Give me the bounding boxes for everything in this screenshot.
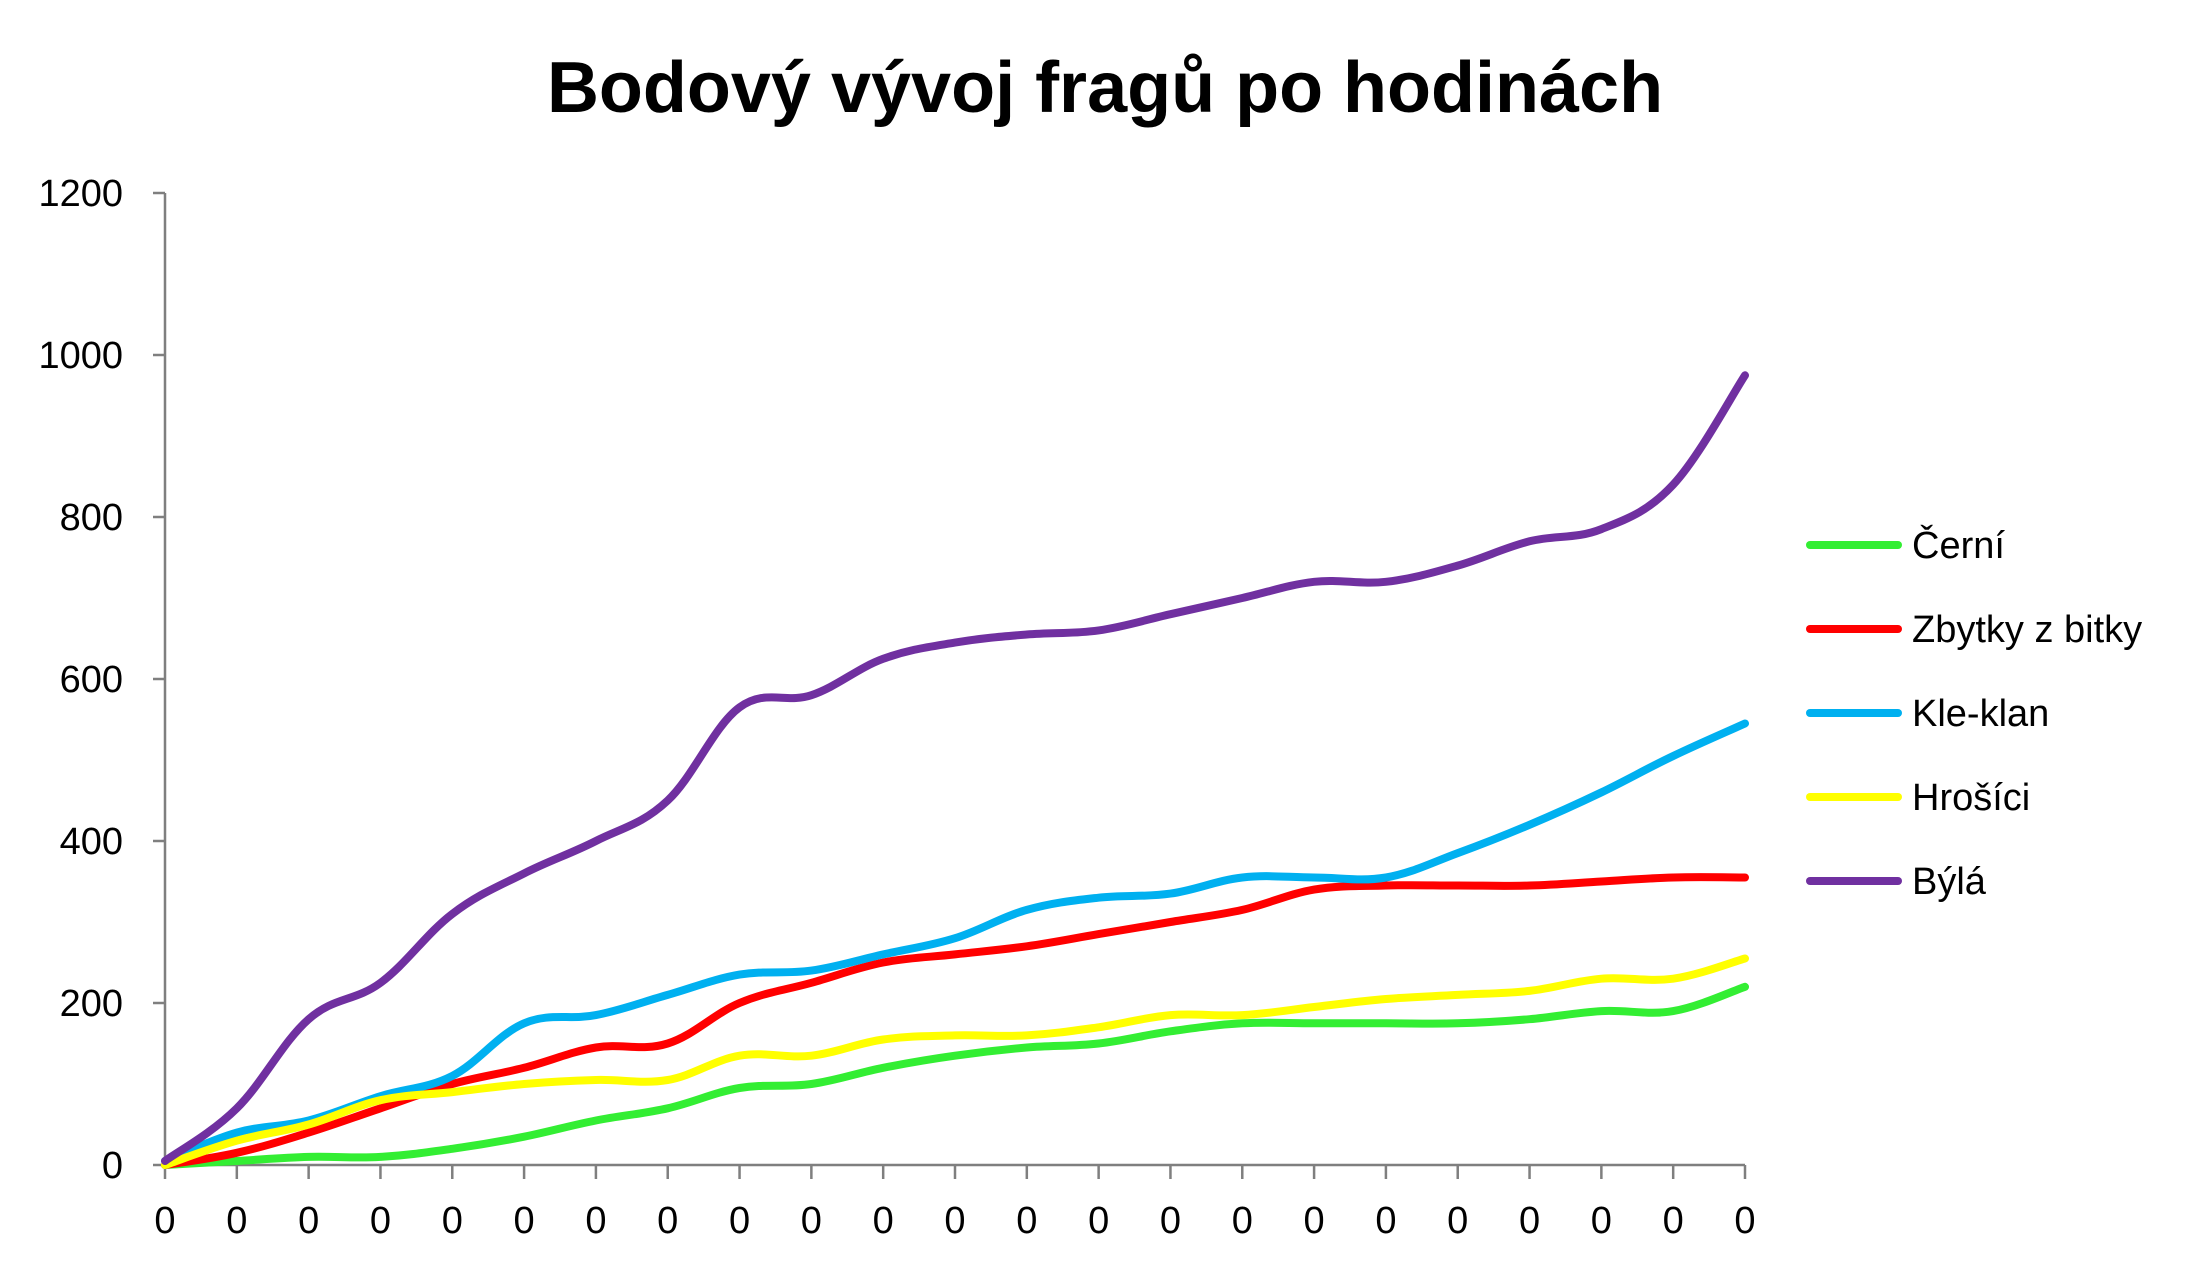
y-axis-ticks: 0 200 400 600 800 1000 1200 (38, 173, 165, 1187)
x-tick-label: 0 (1375, 1200, 1396, 1242)
x-tick-label: 0 (1304, 1200, 1325, 1242)
y-tick-label: 1200 (38, 173, 123, 215)
x-tick-label: 0 (1591, 1200, 1612, 1242)
x-tick-label: 0 (1088, 1200, 1109, 1242)
x-tick-label: 0 (873, 1200, 894, 1242)
x-tick-label: 0 (1734, 1200, 1755, 1242)
x-tick-label: 0 (442, 1200, 463, 1242)
series-line-4 (161, 371, 1749, 1165)
legend-label: Kle-klan (1912, 693, 2049, 735)
series-line-3 (161, 954, 1749, 1169)
series-line-0 (161, 982, 1749, 1169)
x-tick-label: 0 (1016, 1200, 1037, 1242)
x-tick-label: 0 (1232, 1200, 1253, 1242)
y-tick-label: 400 (60, 821, 123, 863)
legend-label: Hrošíci (1912, 777, 2030, 819)
x-tick-label: 0 (1160, 1200, 1181, 1242)
y-tick-label: 800 (60, 497, 123, 539)
x-tick-label: 0 (1519, 1200, 1540, 1242)
x-axis-ticks: 0 0 0 0 0 0 0 0 0 0 0 0 0 0 0 0 0 0 0 0 0 0 0 (154, 1165, 1756, 1242)
plot-area (161, 371, 1749, 1169)
y-tick-label: 200 (60, 983, 123, 1025)
x-tick-label: 0 (298, 1200, 319, 1242)
x-tick-label: 0 (370, 1200, 391, 1242)
series-line-2 (161, 719, 1749, 1165)
x-tick-label: 0 (944, 1200, 965, 1242)
x-tick-label: 0 (514, 1200, 535, 1242)
y-tick-label: 0 (102, 1145, 123, 1187)
legend-label: Černí (1912, 523, 2005, 567)
x-tick-label: 0 (585, 1200, 606, 1242)
chart-title: Bodový vývoj fragů po hodinách (547, 48, 1663, 128)
legend-label: Zbytky z bitky (1912, 609, 2142, 651)
x-tick-label: 0 (657, 1200, 678, 1242)
x-tick-label: 0 (1447, 1200, 1468, 1242)
x-tick-label: 0 (226, 1200, 247, 1242)
x-tick-label: 0 (154, 1200, 175, 1242)
legend-label: Býlá (1912, 861, 1987, 903)
x-tick-label: 0 (729, 1200, 750, 1242)
y-tick-label: 600 (60, 659, 123, 701)
x-tick-label: 0 (801, 1200, 822, 1242)
legend: Černí Zbytky z bitky Kle-klan Hrošíci Býlá (1806, 523, 2142, 903)
y-tick-label: 1000 (38, 335, 123, 377)
x-tick-label: 0 (1663, 1200, 1684, 1242)
